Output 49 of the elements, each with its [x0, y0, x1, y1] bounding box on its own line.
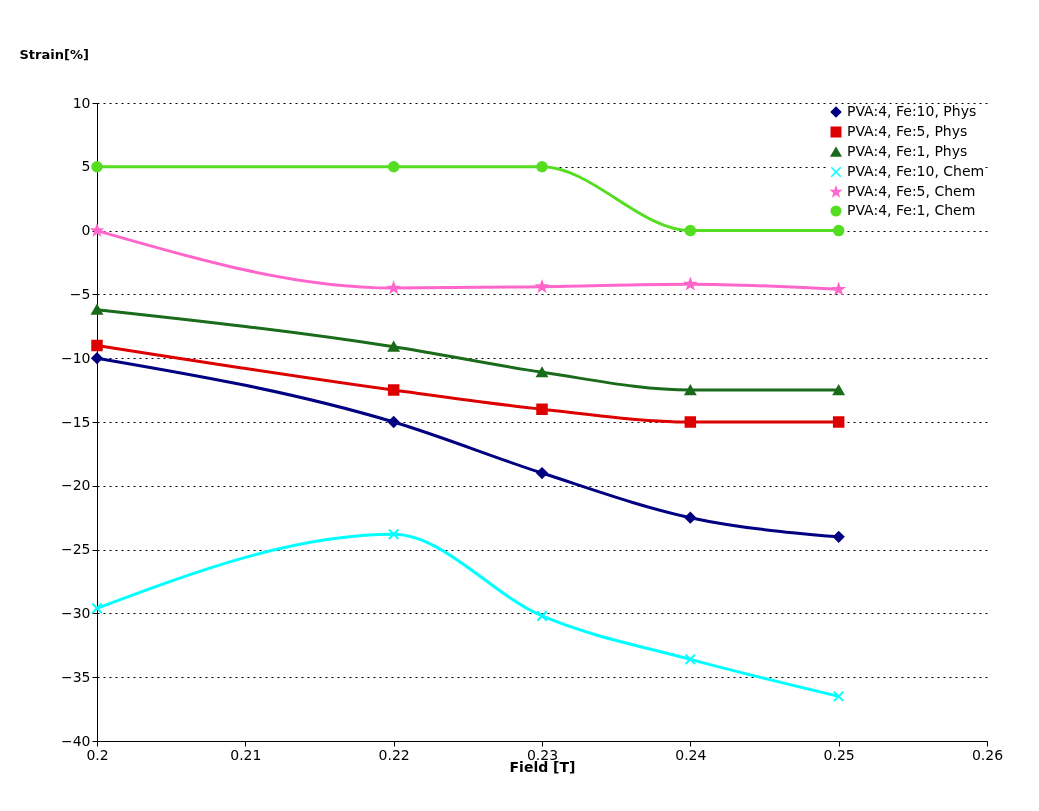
point [832, 690, 845, 703]
point [91, 352, 103, 364]
y-tick-label: −35 [60, 668, 91, 685]
point [832, 384, 845, 396]
point [387, 161, 400, 173]
x-tick-label: 0.2 [86, 746, 109, 763]
legend-label: PVA:4, Fe:1, Chem [847, 202, 976, 218]
x-tick-label: 0.22 [378, 746, 410, 763]
point [536, 161, 548, 173]
point [684, 384, 697, 396]
x-tick-label: 0.24 [675, 746, 707, 763]
y-tick-label: −10 [60, 349, 91, 366]
y-tick-label: −20 [60, 477, 91, 494]
y-tick-label: 0 [81, 222, 91, 239]
point [684, 224, 697, 237]
point [832, 416, 845, 428]
x-tick-label: 0.21 [230, 746, 262, 763]
point [536, 467, 548, 479]
y-tick-label: −5 [69, 285, 91, 302]
point [684, 511, 697, 524]
legend-label: PVA:4, Fe:1, Phys [847, 143, 968, 159]
y-tick-label: −40 [60, 732, 91, 749]
point [832, 531, 845, 543]
y-tick-label: 5 [81, 158, 91, 175]
x-tick-label: 0.25 [823, 746, 855, 763]
point [536, 367, 548, 378]
point [91, 602, 103, 615]
point [684, 416, 697, 428]
y-tick-label: −25 [60, 541, 91, 558]
point [536, 610, 548, 622]
point [387, 528, 400, 541]
point [536, 403, 548, 415]
legend-label: PVA:4, Fe:5, Chem [847, 183, 976, 199]
point [387, 341, 400, 352]
legend-label: PVA:4, Fe:10, Chem [847, 163, 985, 179]
y-tick-label: −30 [60, 604, 91, 621]
point [91, 339, 103, 352]
legend-label: PVA:4, Fe:5, Phys [847, 123, 968, 139]
point [91, 161, 103, 173]
x-tick-label: 0.26 [971, 746, 1004, 763]
point [387, 384, 400, 396]
y-tick-label: −15 [60, 413, 91, 430]
point [91, 304, 103, 315]
y-tick-label: 10 [72, 94, 91, 111]
point [387, 416, 400, 428]
point [684, 653, 697, 666]
point [832, 224, 845, 237]
legend-label: PVA:4, Fe:10, Phys [847, 103, 977, 119]
y-axis-title: Strain[%] [19, 46, 89, 62]
